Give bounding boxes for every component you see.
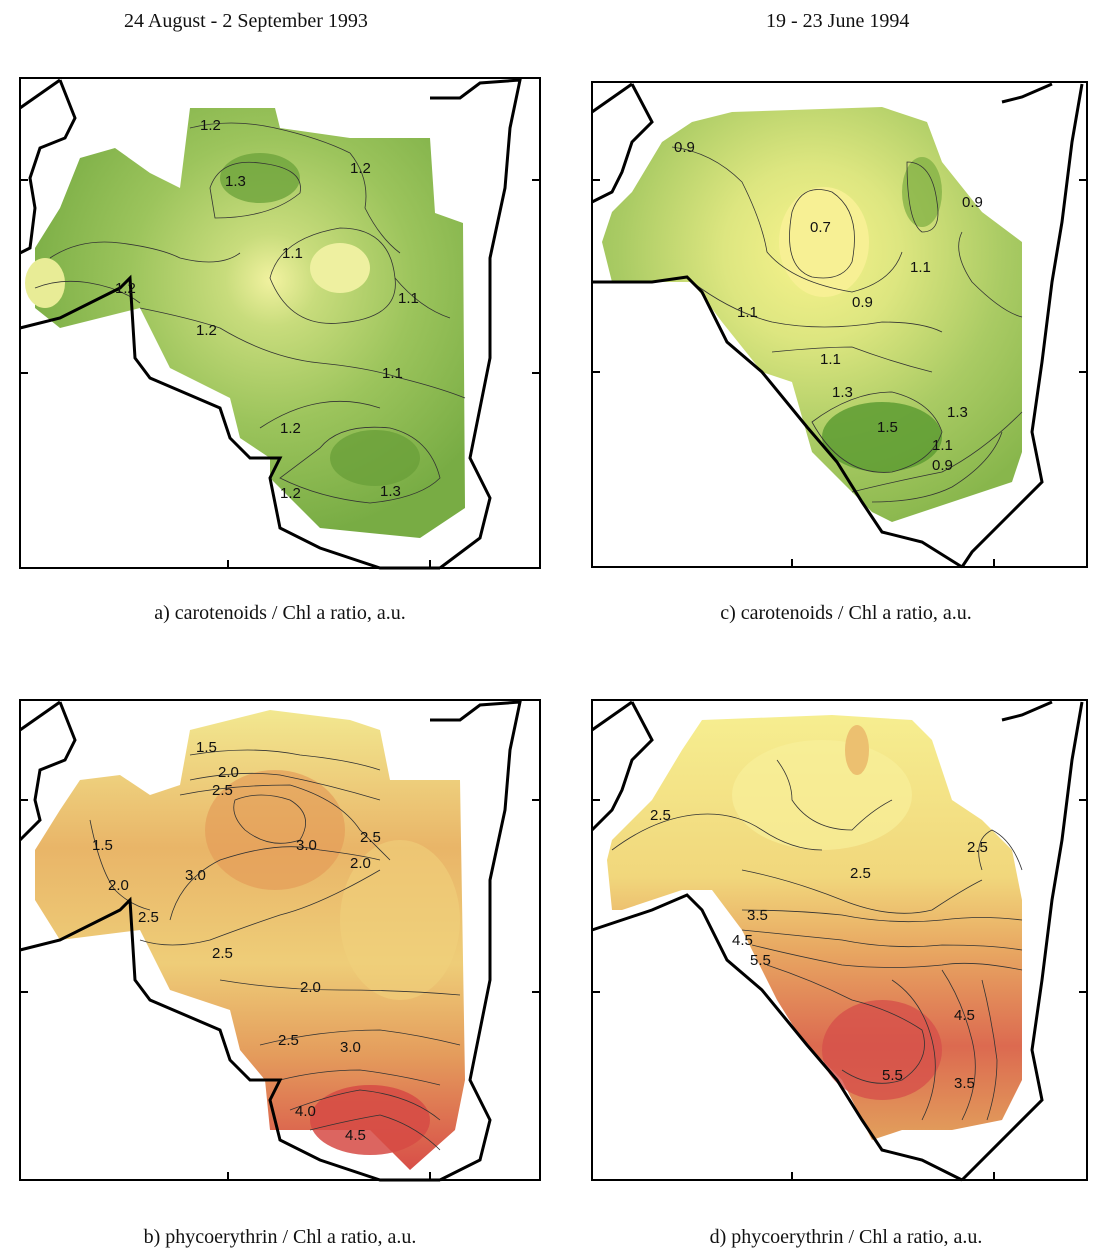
chart-a-svg: 1.2 1.3 1.2 1.1 1.2 1.2 1.1 1.1 1.2 1.2 … <box>19 77 541 570</box>
contour-label-b-12: 2.0 <box>300 979 321 996</box>
peak-b2 <box>310 1085 430 1155</box>
field-a <box>35 108 465 538</box>
min-b <box>340 840 460 1000</box>
coastline-d-nw <box>590 701 654 832</box>
contour-label-a-11: 1.3 <box>380 483 401 500</box>
peak-c2 <box>902 157 942 227</box>
contour-label-c-4: 1.1 <box>910 259 931 276</box>
caption-a: a) carotenoids / Chl a ratio, a.u. <box>154 602 406 624</box>
coastline-d-south <box>591 893 963 1182</box>
min-c <box>779 187 869 297</box>
period-header-1994: 19 - 23 June 1994 <box>766 10 910 32</box>
contour-label-b-5: 2.0 <box>108 877 129 894</box>
contour-label-d-4: 3.5 <box>747 907 768 924</box>
field-b <box>35 710 465 1170</box>
coastline-c-south <box>592 275 963 569</box>
peak-d2 <box>845 725 869 775</box>
contour-label-d-6: 5.5 <box>750 952 771 969</box>
caption-d: d) phycoerythrin / Chl a ratio, a.u. <box>709 1226 983 1248</box>
contour-label-a-7: 1.1 <box>398 290 419 307</box>
caption-b: b) phycoerythrin / Chl a ratio, a.u. <box>143 1226 417 1248</box>
coastline-b-nw <box>18 701 77 842</box>
coastline-b-east <box>430 700 522 1182</box>
peak-c <box>822 402 942 472</box>
contour-label-a-4: 1.1 <box>282 245 303 262</box>
contour-label-a-5: 1.2 <box>115 280 136 297</box>
contour-label-b-14: 3.0 <box>340 1039 361 1056</box>
chart-d-svg: 2.5 2.5 2.5 3.5 4.5 5.5 4.5 5.5 3.5 <box>590 699 1088 1182</box>
contour-label-c-1: 0.9 <box>674 139 695 156</box>
contour-label-b-16: 4.5 <box>345 1127 366 1144</box>
min-a <box>310 243 370 293</box>
coastline-a-east <box>430 78 522 570</box>
contour-label-c-2: 0.7 <box>810 219 831 236</box>
contour-label-b-4: 1.5 <box>92 837 113 854</box>
contour-label-d-5: 4.5 <box>732 932 753 949</box>
peak-a1 <box>220 153 300 203</box>
coastline-b-south <box>19 896 440 1182</box>
period-header-1993: 24 August - 2 September 1993 <box>124 10 368 32</box>
contour-label-d-3: 2.5 <box>967 839 988 856</box>
contour-label-d-9: 3.5 <box>954 1075 975 1092</box>
contour-label-b-3: 2.5 <box>212 782 233 799</box>
peak-b1 <box>205 770 345 890</box>
contour-label-c-12: 0.9 <box>932 457 953 474</box>
contour-label-c-3: 0.9 <box>852 294 873 311</box>
contour-label-d-8: 5.5 <box>882 1067 903 1084</box>
coastline-d-east <box>960 700 1084 1182</box>
contour-label-c-9: 1.5 <box>877 419 898 436</box>
contour-label-b-15: 4.0 <box>295 1103 316 1120</box>
panel-d-phycoerythrin-1994: 2.5 2.5 2.5 3.5 4.5 5.5 4.5 5.5 3.5 <box>590 699 1092 1190</box>
contour-label-a-9: 1.2 <box>280 420 301 437</box>
contour-label-a-3: 1.2 <box>350 160 371 177</box>
contour-label-c-10: 1.3 <box>947 404 968 421</box>
contour-label-a-1: 1.2 <box>200 117 221 134</box>
contour-label-b-10: 2.5 <box>138 909 159 926</box>
coastline-a-south <box>19 274 440 570</box>
min-a2 <box>25 258 65 308</box>
coastline-c-nw <box>591 83 654 204</box>
contour-label-d-7: 4.5 <box>954 1007 975 1024</box>
contour-label-b-11: 2.5 <box>212 945 233 962</box>
contour-label-b-6: 3.0 <box>185 867 206 884</box>
peak-d <box>822 1000 942 1100</box>
contour-label-a-8: 1.1 <box>382 365 403 382</box>
coastline-a-nw <box>19 79 77 255</box>
panel-b-phycoerythrin-1993: 1.5 2.0 2.5 1.5 2.0 3.0 3.0 2.5 2.0 2.5 … <box>18 699 541 1190</box>
contour-label-c-11: 1.1 <box>932 437 953 454</box>
chart-b-svg: 1.5 2.0 2.5 1.5 2.0 3.0 3.0 2.5 2.0 2.5 … <box>18 699 541 1182</box>
panel-a-carotenoids-1993: 1.2 1.3 1.2 1.1 1.2 1.2 1.1 1.1 1.2 1.2 … <box>19 77 541 578</box>
contour-label-b-9: 2.0 <box>350 855 371 872</box>
contour-label-a-6: 1.2 <box>196 322 217 339</box>
caption-c: c) carotenoids / Chl a ratio, a.u. <box>720 602 972 624</box>
chart-c-svg: 0.9 0.7 0.9 1.1 0.9 1.1 1.1 1.3 1.5 1.3 … <box>591 81 1088 569</box>
contour-label-b-8: 2.5 <box>360 829 381 846</box>
contour-label-c-5: 0.9 <box>962 194 983 211</box>
contour-label-d-1: 2.5 <box>650 807 671 824</box>
contour-label-b-7: 3.0 <box>296 837 317 854</box>
contour-label-a-2: 1.3 <box>225 173 246 190</box>
min-d <box>732 740 912 850</box>
peak-a2 <box>330 430 420 486</box>
contour-label-b-1: 1.5 <box>196 739 217 756</box>
coastline-c-east <box>960 82 1084 568</box>
contour-label-b-2: 2.0 <box>218 764 239 781</box>
contour-label-d-2: 2.5 <box>850 865 871 882</box>
panel-c-carotenoids-1994: 0.9 0.7 0.9 1.1 0.9 1.1 1.1 1.3 1.5 1.3 … <box>591 81 1092 570</box>
contour-label-b-13: 2.5 <box>278 1032 299 1049</box>
contour-label-c-7: 1.1 <box>820 351 841 368</box>
contour-label-a-10: 1.2 <box>280 485 301 502</box>
contour-label-c-8: 1.3 <box>832 384 853 401</box>
contour-label-c-6: 1.1 <box>737 304 758 321</box>
